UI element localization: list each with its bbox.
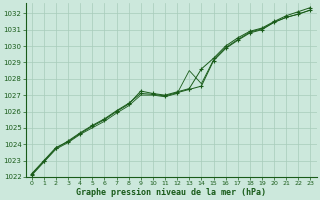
X-axis label: Graphe pression niveau de la mer (hPa): Graphe pression niveau de la mer (hPa) [76, 188, 266, 197]
